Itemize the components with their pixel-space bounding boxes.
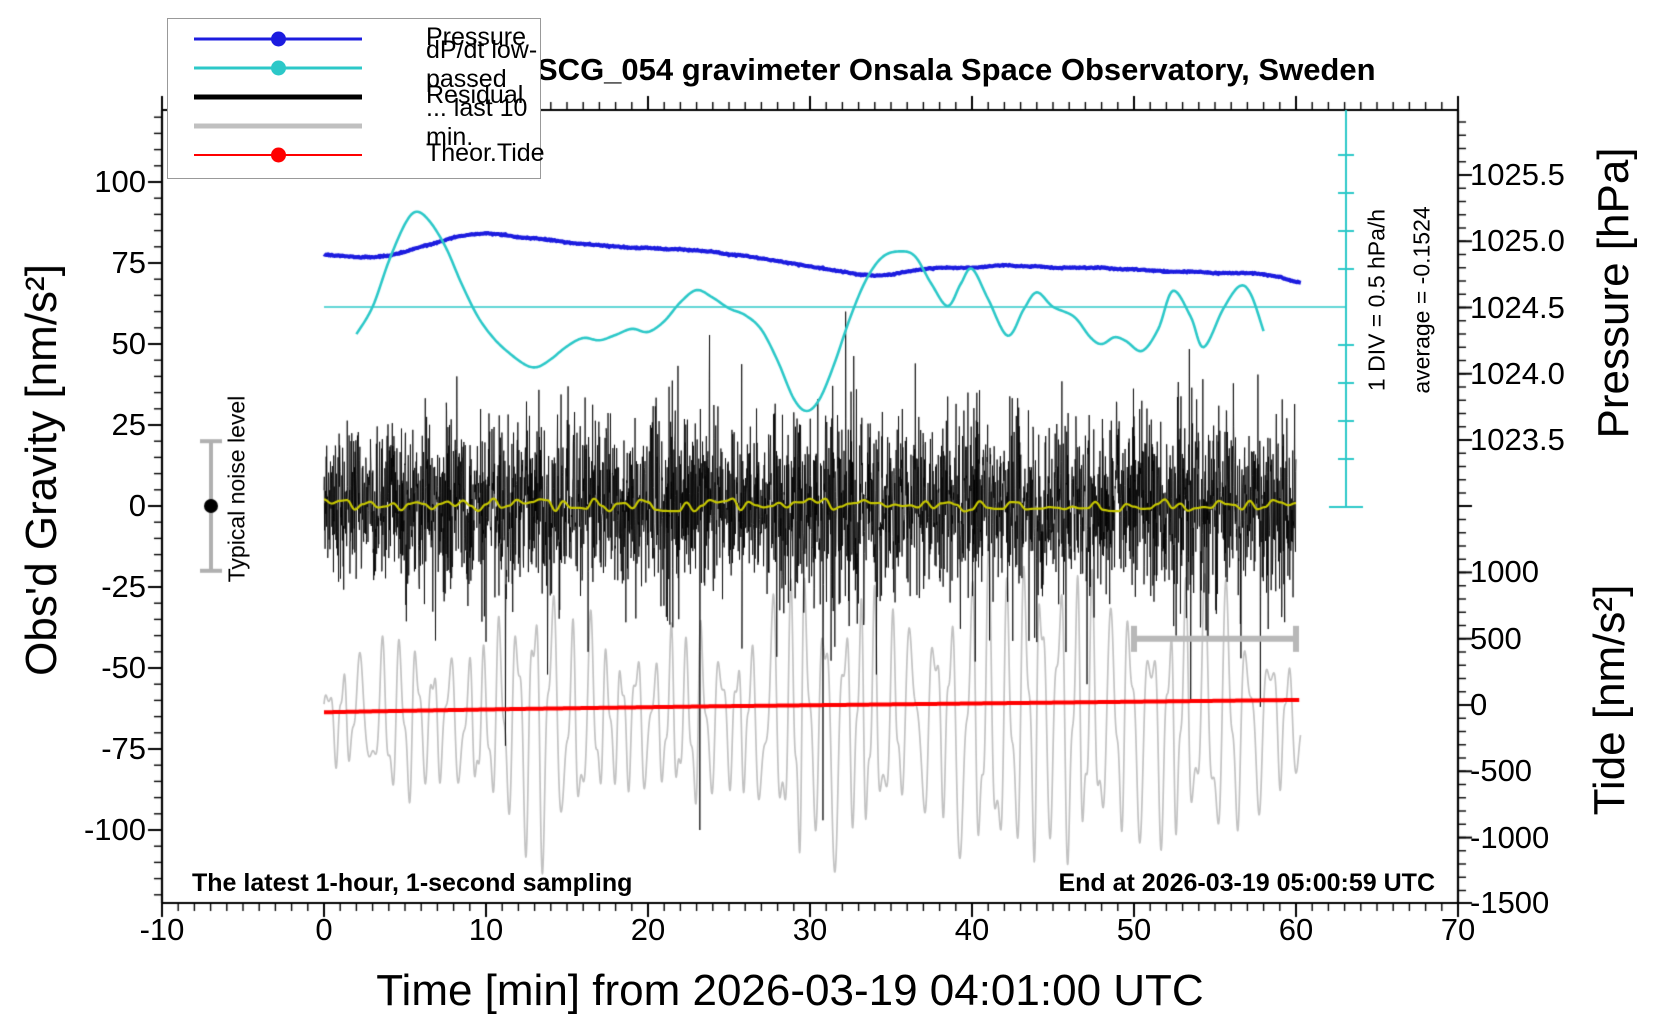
tick-label: 30	[792, 912, 828, 947]
legend-label: dP/dt low-passed	[426, 36, 538, 94]
tick-label: -1000	[1470, 819, 1550, 855]
tick-label: -500	[1470, 753, 1533, 789]
tick-label: -1500	[1470, 885, 1550, 920]
legend-label: ... last 10 min.	[426, 94, 528, 152]
residual-line-sample	[194, 94, 362, 100]
last10-line-sample	[194, 123, 362, 129]
tick-label: 1000	[1470, 554, 1539, 590]
tick-label: 1025.5	[1470, 157, 1565, 192]
dpdt-dot-icon	[271, 60, 286, 76]
tick-label: 0	[128, 488, 146, 523]
tick-label: 20	[630, 912, 666, 947]
tick-label: 1024.0	[1470, 355, 1565, 391]
tick-label: 10	[468, 912, 504, 947]
footer-end-time: End at 2026-03-19 05:00:59 UTC	[1058, 869, 1435, 897]
tick-label: 60	[1278, 912, 1314, 947]
theortide-dot-icon	[271, 147, 286, 163]
pressure-dot-icon	[271, 31, 286, 47]
tick-label: 75	[111, 245, 146, 280]
tick-label: 500	[1470, 620, 1522, 656]
tick-label: -75	[101, 731, 146, 766]
tick-label: -25	[101, 569, 146, 604]
tick-label: 1023.5	[1470, 422, 1565, 457]
tick-label: 40	[954, 912, 990, 947]
tick-label: 1024.5	[1470, 289, 1565, 325]
tick-label: 1025.0	[1470, 223, 1565, 259]
tick-label: 25	[111, 407, 146, 442]
tick-label: 0	[1470, 687, 1488, 722]
tick-label: 50	[111, 326, 146, 361]
tick-label: -100	[83, 812, 146, 847]
tick-label: 70	[1440, 912, 1476, 947]
footer-sampling-note: The latest 1-hour, 1-second sampling	[192, 869, 633, 897]
legend-label: Theor.Tide	[426, 139, 545, 168]
x-axis-title: Time [min] from 2026-03-19 04:01:00 UTC	[376, 966, 1204, 1015]
tick-label: 0	[315, 912, 333, 947]
div-scale-label: 1 DIV = 0.5 hPa/h	[1363, 208, 1390, 392]
legend-label: Pressure	[426, 23, 527, 52]
tick-label: -50	[101, 650, 146, 685]
legend-box: Pressure dP/dt low-passed Residual ... l…	[167, 18, 545, 179]
noise-level-label: Typical noise level	[223, 395, 250, 583]
left-axis-title: Obs'd Gravity [nm/s²]	[17, 264, 66, 676]
tick-label: 50	[1116, 912, 1152, 947]
page-title: SCG_054 gravimeter Onsala Space Observat…	[537, 52, 1376, 87]
tick-label: 100	[94, 164, 146, 199]
tick-label: -10	[139, 912, 185, 947]
average-label: average = -0.1524	[1408, 206, 1435, 394]
legend-label: Residual	[426, 81, 524, 110]
